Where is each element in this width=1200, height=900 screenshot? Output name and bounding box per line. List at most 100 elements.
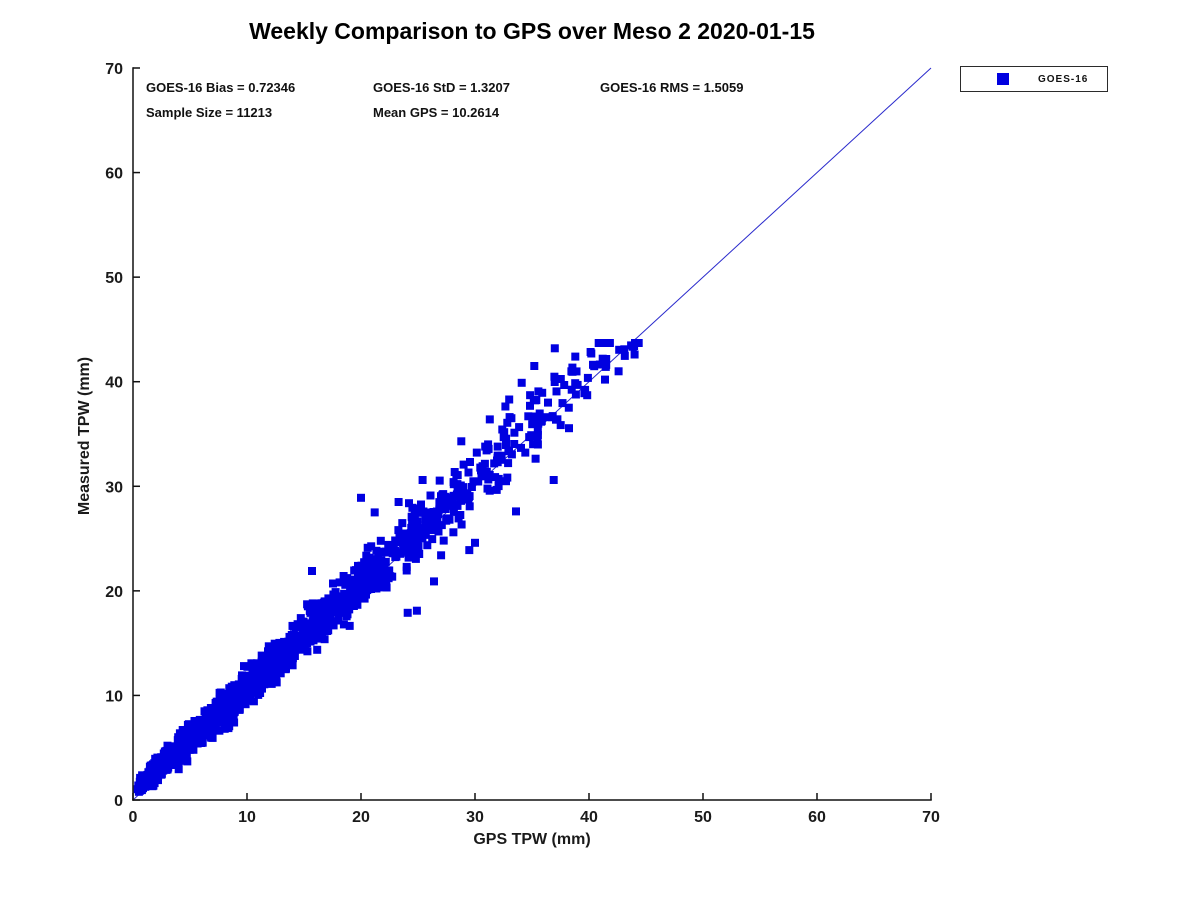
scatter-point (601, 375, 609, 384)
scatter-point (630, 350, 639, 359)
scatter-point (571, 379, 580, 388)
scatter-point (501, 402, 510, 411)
scatter-point (155, 763, 164, 772)
scatter-point (417, 500, 425, 509)
scatter-point (467, 483, 476, 491)
scatter-point (438, 490, 447, 499)
scatter-point (225, 684, 234, 693)
scatter-point (457, 520, 466, 529)
scatter-point (380, 564, 389, 573)
scatter-point (411, 554, 420, 563)
scatter-point (550, 372, 559, 381)
y-tick-label: 0 (114, 793, 123, 810)
scatter-point (471, 538, 479, 547)
scatter-point (206, 704, 215, 712)
scatter-point (445, 501, 454, 510)
scatter-point (505, 395, 514, 404)
scatter-point (420, 524, 429, 533)
scatter-point (367, 542, 376, 551)
scatter-point (288, 661, 297, 670)
scatter-point (484, 440, 493, 449)
scatter-point (311, 617, 320, 626)
scatter-point (428, 513, 437, 522)
scatter-point (567, 385, 576, 394)
scatter-point (556, 375, 565, 383)
scatter-point (379, 578, 388, 587)
scatter-point (472, 448, 481, 457)
scatter-point (308, 599, 317, 608)
scatter-point (240, 662, 248, 671)
scatter-point (605, 339, 614, 347)
scatter-point (413, 521, 422, 529)
scatter-point (162, 757, 171, 766)
scatter-point (452, 471, 461, 480)
scatter-point (271, 640, 280, 649)
x-tick-label: 20 (352, 809, 370, 826)
y-tick-label: 60 (105, 166, 123, 183)
scatter-point (226, 694, 235, 703)
scatter-point (313, 599, 322, 608)
scatter-point (529, 440, 538, 449)
scatter-point (264, 642, 273, 651)
scatter-point (423, 541, 432, 550)
scatter-point (463, 489, 472, 498)
scatter-point (334, 616, 343, 625)
scatter-point (512, 507, 520, 516)
scatter-point (530, 362, 539, 370)
y-tick-label: 10 (105, 688, 123, 705)
stat-bias: GOES-16 Bias = 0.72346 (146, 80, 296, 95)
x-tick-labels: 0 10 20 30 40 50 60 70 (129, 809, 940, 826)
scatter-point (370, 508, 379, 517)
scatter-point (147, 772, 156, 781)
scatter-point (498, 425, 507, 434)
scatter-point (249, 697, 258, 706)
scatter-point (421, 518, 430, 527)
scatter-point (349, 591, 358, 599)
scatter-point (346, 584, 355, 593)
scatter-point (445, 515, 454, 524)
scatter-point (454, 492, 462, 501)
scatter-point (244, 681, 253, 690)
y-tick-label: 70 (105, 61, 123, 78)
scatter-point (430, 577, 438, 586)
scatter-point (296, 614, 305, 623)
scatter-point (238, 671, 246, 680)
scatter-point (279, 639, 288, 648)
scatter-point (533, 440, 542, 449)
scatter-point (319, 598, 328, 607)
scatter-point (170, 745, 178, 753)
scatter-point (515, 423, 524, 432)
scatter-point (388, 549, 397, 558)
scatter-point (397, 529, 406, 538)
y-tick-label: 40 (105, 375, 123, 392)
scatter-point (332, 592, 341, 601)
scatter-point (534, 387, 543, 396)
scatter-point (304, 619, 313, 628)
y-tick-label: 30 (105, 479, 123, 496)
x-axis-label: GPS TPW (mm) (473, 831, 591, 848)
scatter-point (362, 551, 371, 560)
scatter-point (228, 711, 236, 720)
scatter-point (525, 433, 534, 442)
scatter-point (180, 741, 189, 750)
scatter-point (322, 610, 331, 619)
scatter-point (236, 692, 245, 700)
scatter-point (220, 697, 229, 705)
scatter-point (437, 521, 446, 530)
scatter-point (477, 466, 485, 475)
scatter-point (594, 339, 603, 347)
y-axis-label: Measured TPW (mm) (76, 356, 93, 516)
scatter-point (386, 572, 395, 581)
scatter-point (466, 458, 474, 466)
legend-label: GOES-16 (1038, 73, 1089, 85)
scatter-point (477, 472, 486, 481)
y-tick-label: 20 (105, 584, 123, 601)
scatter-point (398, 519, 407, 528)
scatter-point (360, 558, 369, 567)
scatter-point (394, 498, 403, 506)
scatter-point (216, 704, 225, 713)
scatter-point (565, 424, 573, 433)
scatter-point (431, 518, 439, 527)
scatter-point (163, 741, 172, 750)
scatter-point (367, 557, 376, 566)
